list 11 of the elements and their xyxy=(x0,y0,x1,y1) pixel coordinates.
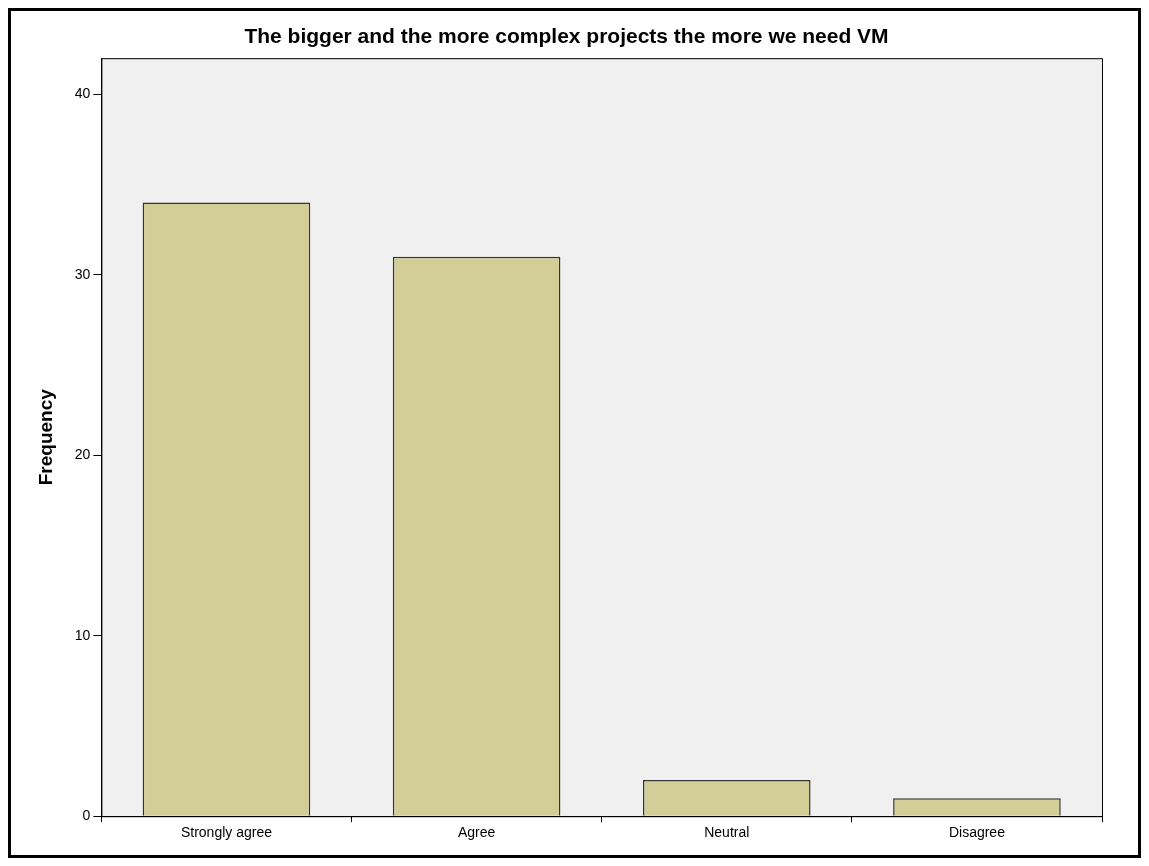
x-tick-label: Strongly agree xyxy=(180,824,273,841)
y-tick-label: 20 xyxy=(74,446,91,463)
y-tick-label: 10 xyxy=(74,626,91,643)
x-tick-label: Neutral xyxy=(704,824,750,841)
x-tick-label: Agree xyxy=(457,824,496,841)
x-tick-label: Disagree xyxy=(948,824,1006,841)
chart-title: The bigger and the more complex projects the more we need VM xyxy=(244,24,889,48)
y-tick-label: 30 xyxy=(74,265,91,282)
y-tick-label: 0 xyxy=(82,807,91,824)
y-tick-label: 40 xyxy=(74,85,91,102)
y-axis-title: Frequency xyxy=(34,388,56,486)
